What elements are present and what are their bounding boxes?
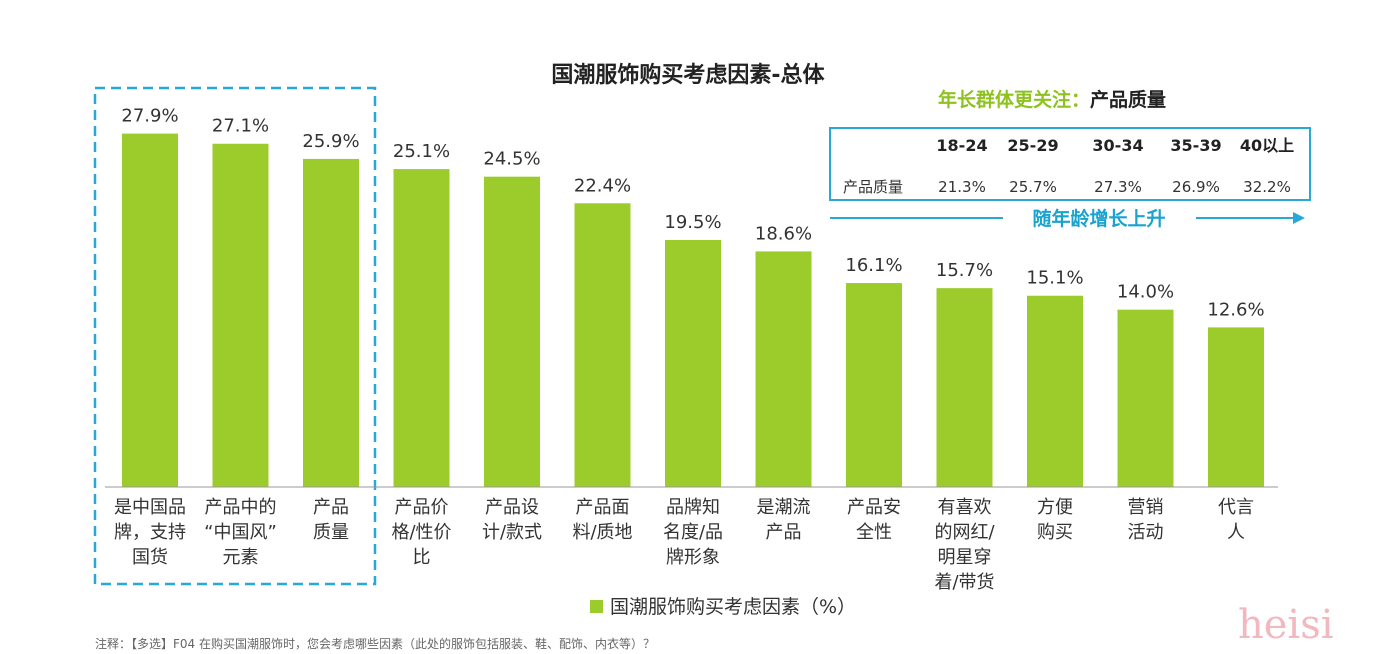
age-table-row-label: 产品质量 xyxy=(843,178,903,196)
bar-7 xyxy=(755,251,812,487)
value-label-1: 27.1% xyxy=(212,116,269,137)
value-label-5: 22.4% xyxy=(574,175,631,196)
age-header-3: 35-39 xyxy=(1170,136,1221,155)
age-table-frame xyxy=(829,127,1311,201)
top3-highlight-frame xyxy=(93,86,377,586)
bar-1 xyxy=(212,143,269,487)
bar-6 xyxy=(665,240,721,487)
value-label-7: 18.6% xyxy=(755,223,812,244)
category-label-2: 产品质量 xyxy=(313,497,349,543)
highlight-title: 年长群体更关注：产品质量 xyxy=(938,88,1166,111)
value-label-0: 27.9% xyxy=(121,106,178,127)
age-value-2: 27.3% xyxy=(1094,178,1142,196)
bar-3 xyxy=(393,169,450,488)
value-label-6: 19.5% xyxy=(664,212,721,233)
trend-arrowhead-icon xyxy=(1293,212,1305,224)
age-table: 产品质量 18-24 25-29 30-34 35-39 40以上 21.3% 25.7% 2… xyxy=(843,136,1294,196)
age-value-0: 21.3% xyxy=(938,178,986,196)
age-value-3: 26.9% xyxy=(1172,178,1220,196)
bar-0 xyxy=(122,133,178,487)
category-label-9: 有喜欢的网红/明星穿着/带货 xyxy=(934,497,995,593)
value-label-8: 16.1% xyxy=(845,255,902,276)
category-label-12: 代言人 xyxy=(1218,497,1254,543)
value-label-9: 15.7% xyxy=(936,260,993,281)
legend-label: 国潮服饰购买考虑因素（%） xyxy=(610,596,856,618)
watermark-text: heisi xyxy=(1238,602,1334,648)
highlight-title-accent: 年长群体更关注： xyxy=(938,88,1090,111)
value-label-2: 25.9% xyxy=(302,131,359,152)
bar-5 xyxy=(574,203,631,487)
age-header-2: 30-34 xyxy=(1092,136,1143,155)
category-label-3: 产品价格/性价比 xyxy=(391,497,451,568)
bar-8 xyxy=(846,283,902,487)
legend-swatch xyxy=(590,600,603,613)
trend-text: 随年龄增长上升 xyxy=(1032,207,1165,230)
highlight-title-subject: 产品质量 xyxy=(1090,88,1166,111)
category-label-7: 是潮流产品 xyxy=(757,497,811,543)
chart-title: 国潮服饰购买考虑因素-总体 xyxy=(551,62,825,88)
bar-2 xyxy=(303,158,359,487)
bar-9 xyxy=(936,288,993,487)
value-label-12: 12.6% xyxy=(1207,299,1264,320)
footnote: 注释：【多选】F04 在购买国潮服饰时，您会考虑哪些因素（此处的服饰包括服装、鞋… xyxy=(95,636,655,651)
category-label-10: 方便购买 xyxy=(1037,497,1073,543)
category-label-8: 产品安全性 xyxy=(847,497,901,543)
value-label-10: 15.1% xyxy=(1026,268,1083,289)
bars-group xyxy=(122,133,1264,488)
value-label-4: 24.5% xyxy=(483,149,540,170)
value-labels-group: 27.9% 27.1% 25.9% 25.1% 24.5% 22.4% 19.5% 18.6%… xyxy=(121,106,1264,321)
bar-10 xyxy=(1027,295,1083,487)
bar-11 xyxy=(1117,309,1174,487)
age-header-0: 18-24 xyxy=(936,136,987,155)
value-label-3: 25.1% xyxy=(393,141,450,162)
age-value-4: 32.2% xyxy=(1243,178,1291,196)
age-header-4: 40以上 xyxy=(1240,136,1294,155)
category-label-1: 产品中的“中国风”元素 xyxy=(204,497,277,568)
category-label-5: 产品面料/质地 xyxy=(572,497,632,543)
category-label-4: 产品设计/款式 xyxy=(482,497,542,543)
category-label-6: 品牌知名度/品牌形象 xyxy=(663,497,723,568)
bar-4 xyxy=(484,176,540,487)
category-label-0: 是中国品牌，支持国货 xyxy=(114,497,186,568)
age-value-1: 25.7% xyxy=(1009,178,1057,196)
category-label-11: 营销活动 xyxy=(1128,497,1164,543)
value-label-11: 14.0% xyxy=(1117,282,1174,303)
bar-12 xyxy=(1208,327,1264,487)
age-header-1: 25-29 xyxy=(1007,136,1058,155)
